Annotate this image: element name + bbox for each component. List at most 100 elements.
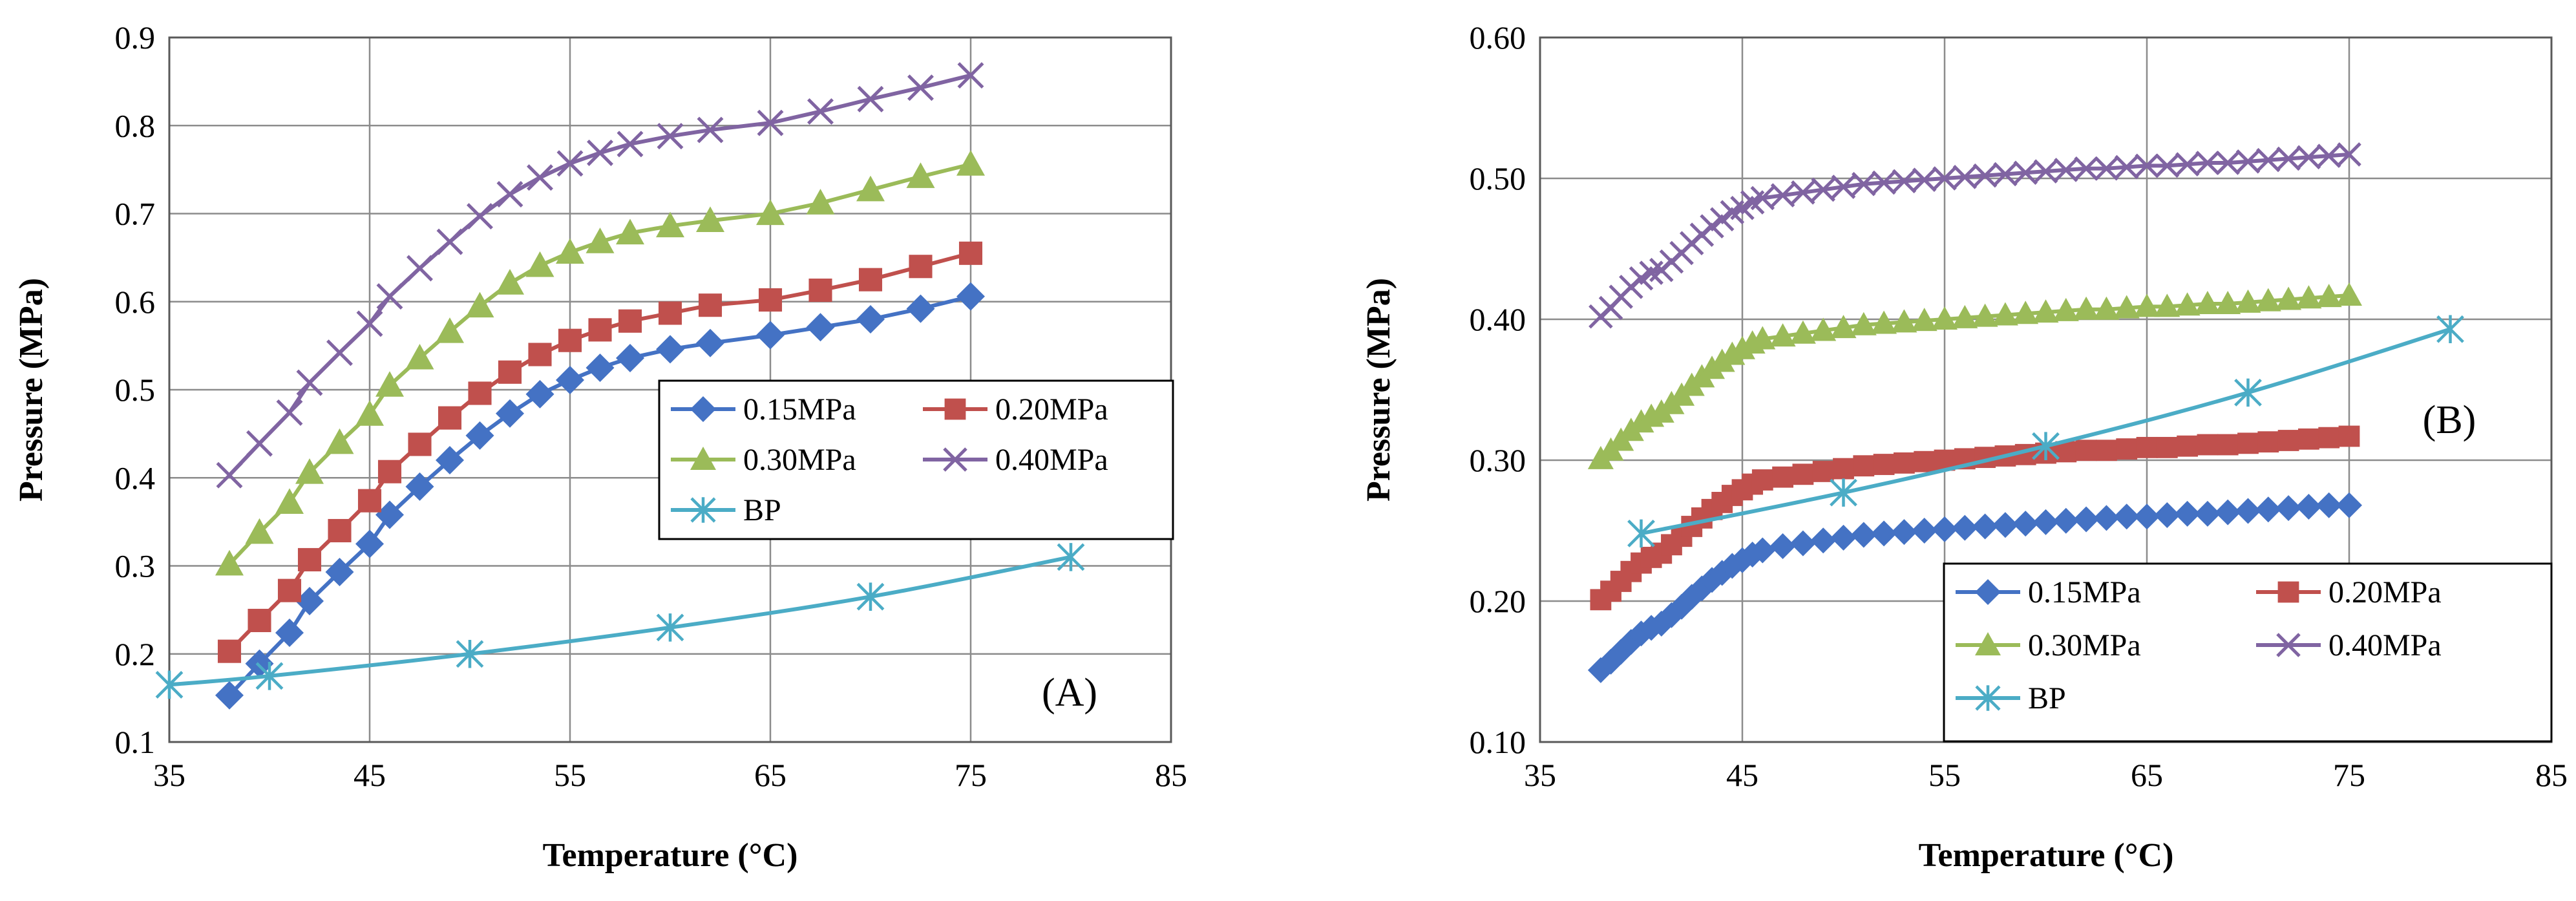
data-point bbox=[1911, 518, 1937, 544]
data-point bbox=[2197, 434, 2219, 456]
data-point bbox=[248, 608, 271, 633]
data-point bbox=[2177, 435, 2198, 457]
data-point bbox=[856, 305, 885, 334]
data-point bbox=[2277, 430, 2299, 451]
data-point bbox=[255, 662, 284, 690]
y-tick-label: 0.4 bbox=[115, 460, 156, 496]
data-point bbox=[2338, 425, 2360, 447]
y-tick-label: 0.3 bbox=[115, 548, 156, 584]
x-tick-label: 35 bbox=[153, 757, 185, 793]
data-point bbox=[1891, 309, 1917, 333]
data-point bbox=[2275, 495, 2302, 522]
legend-item: 0.40MPa bbox=[923, 443, 1108, 477]
series-0-30mpa bbox=[1587, 282, 2362, 469]
data-point bbox=[616, 343, 644, 372]
data-point bbox=[2073, 296, 2100, 320]
data-point bbox=[215, 681, 244, 710]
data-point bbox=[1770, 183, 1795, 207]
data-point bbox=[587, 140, 613, 166]
data-point bbox=[325, 428, 354, 454]
legend-marker bbox=[944, 398, 966, 420]
data-point bbox=[806, 313, 835, 342]
series-line bbox=[227, 73, 971, 477]
x-tick-label: 35 bbox=[1524, 757, 1556, 793]
data-point bbox=[1627, 519, 1655, 548]
legend-label: 0.15MPa bbox=[2028, 575, 2141, 610]
data-point bbox=[2012, 301, 2039, 324]
data-point bbox=[2093, 296, 2120, 320]
data-point bbox=[556, 238, 584, 264]
data-point bbox=[698, 293, 723, 317]
legend-label: BP bbox=[2028, 681, 2066, 716]
data-point bbox=[656, 613, 684, 642]
data-point bbox=[436, 446, 464, 474]
x-axis-label: Temperature (°C) bbox=[543, 837, 798, 874]
data-point bbox=[2217, 434, 2239, 456]
y-tick-label: 0.6 bbox=[115, 284, 156, 320]
x-tick-label: 45 bbox=[354, 757, 386, 793]
x-axis-label: Temperature (°C) bbox=[1919, 837, 2174, 874]
data-point bbox=[1791, 180, 1815, 205]
data-point bbox=[909, 255, 933, 279]
y-tick-label: 0.50 bbox=[1470, 160, 1526, 196]
data-point bbox=[957, 62, 984, 89]
data-point bbox=[696, 328, 724, 357]
data-point bbox=[1894, 452, 1915, 474]
legend-label: BP bbox=[743, 493, 781, 527]
series-0-30mpa bbox=[215, 150, 985, 576]
panel-label: (A) bbox=[1042, 671, 1097, 715]
y-tick-label: 0.7 bbox=[115, 196, 156, 232]
data-point bbox=[758, 288, 783, 312]
data-point bbox=[2013, 160, 2038, 186]
y-tick-label: 0.20 bbox=[1470, 583, 1526, 619]
data-point bbox=[2175, 152, 2200, 176]
data-point bbox=[2134, 504, 2160, 530]
data-point bbox=[2316, 492, 2342, 518]
data-point bbox=[1830, 478, 1857, 507]
data-point bbox=[806, 189, 835, 215]
legend-label: 0.15MPa bbox=[743, 392, 856, 427]
data-point bbox=[245, 518, 274, 544]
data-point bbox=[1830, 315, 1857, 339]
y-tick-label: 0.8 bbox=[115, 107, 156, 143]
data-point bbox=[2256, 147, 2281, 173]
data-point bbox=[2174, 500, 2201, 527]
data-point bbox=[2436, 315, 2464, 344]
data-point bbox=[1792, 463, 1814, 485]
legend-item: 0.15MPa bbox=[671, 392, 856, 427]
data-point bbox=[588, 318, 612, 342]
legend-item: 0.20MPa bbox=[2256, 575, 2442, 610]
data-point bbox=[906, 162, 935, 188]
x-tick-label: 85 bbox=[1155, 757, 1187, 793]
data-point bbox=[2257, 431, 2279, 453]
data-point bbox=[556, 366, 584, 395]
data-point bbox=[1873, 454, 1895, 475]
data-point bbox=[295, 587, 324, 615]
data-point bbox=[1830, 524, 1857, 551]
data-point bbox=[496, 399, 524, 428]
series-line bbox=[227, 294, 971, 697]
legend-item: BP bbox=[671, 493, 781, 527]
data-point bbox=[2033, 159, 2058, 184]
data-point bbox=[2032, 299, 2059, 323]
data-point bbox=[1769, 323, 1796, 347]
data-point bbox=[1850, 522, 1877, 548]
data-point bbox=[1932, 306, 1958, 330]
data-point bbox=[155, 670, 184, 699]
data-point bbox=[436, 228, 463, 255]
data-point bbox=[2174, 292, 2201, 316]
data-point bbox=[2296, 285, 2322, 309]
data-point bbox=[2116, 438, 2138, 460]
data-point bbox=[958, 241, 983, 265]
data-point bbox=[406, 255, 433, 282]
data-point bbox=[1892, 169, 1917, 194]
data-point bbox=[2298, 428, 2319, 450]
data-point bbox=[2113, 295, 2140, 319]
data-point bbox=[656, 335, 684, 364]
data-point bbox=[295, 458, 324, 484]
data-point bbox=[1853, 455, 1875, 477]
data-point bbox=[1914, 450, 1936, 472]
data-point bbox=[1852, 171, 1876, 196]
data-point bbox=[2053, 507, 2079, 534]
